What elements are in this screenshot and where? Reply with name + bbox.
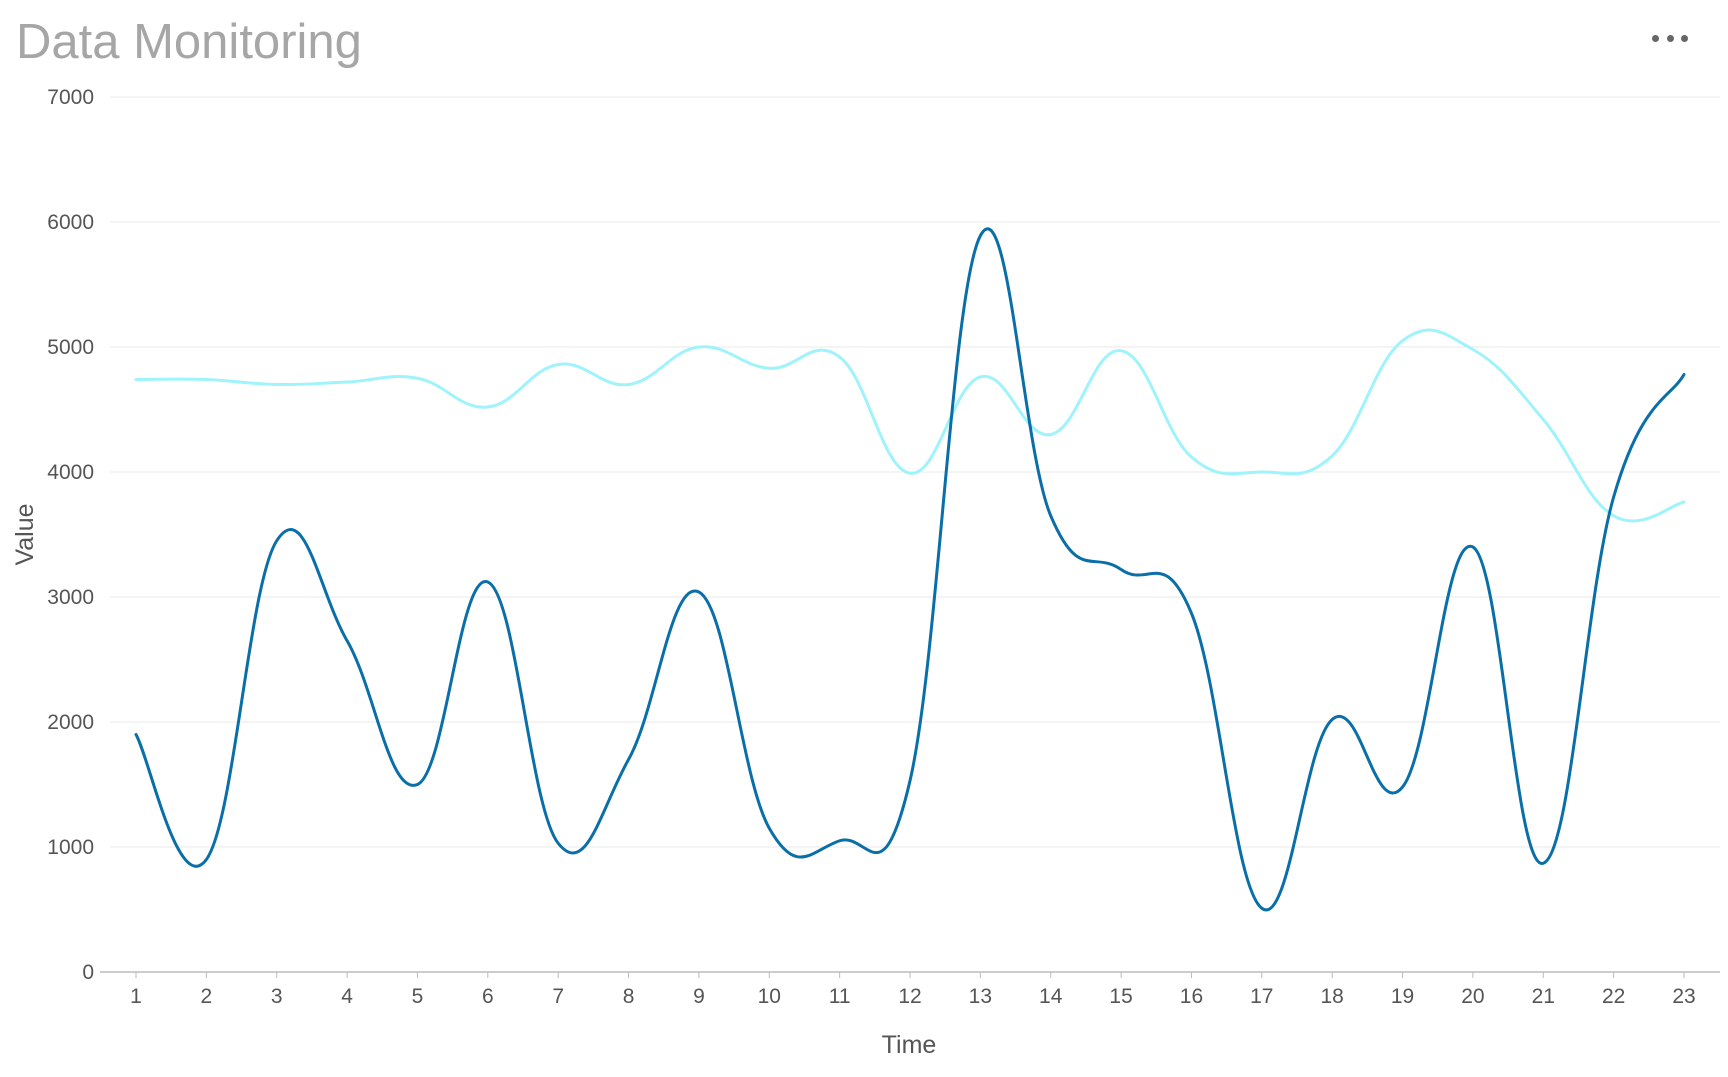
y-tick-label: 7000 xyxy=(47,86,94,109)
x-tick-label: 23 xyxy=(1672,985,1695,1008)
x-tick-label: 11 xyxy=(829,985,851,1008)
x-tick-label: 13 xyxy=(969,985,992,1008)
y-tick-label: 5000 xyxy=(47,336,94,359)
x-tick-label: 12 xyxy=(898,985,921,1008)
x-tick-label: 16 xyxy=(1180,985,1203,1008)
more-horizontal-icon xyxy=(1652,34,1659,42)
x-tick-label: 5 xyxy=(412,985,424,1008)
more-options-button[interactable] xyxy=(1652,24,1688,52)
x-tick-label: 3 xyxy=(271,985,283,1008)
x-tick-label: 19 xyxy=(1391,985,1414,1008)
series-line-1 xyxy=(134,227,1686,912)
x-tick-label: 8 xyxy=(623,985,635,1008)
x-tick-label: 4 xyxy=(341,985,353,1008)
x-axis-ticks: 1 2 3 4 5 6 7 8 9 10 11 12 13 14 15 16 17 18 19 20 21 22 23 xyxy=(130,972,1696,1008)
series-lines xyxy=(134,227,1686,912)
series-line-2 xyxy=(134,328,1686,523)
y-tick-label: 6000 xyxy=(47,211,94,234)
x-tick-label: 14 xyxy=(1039,985,1063,1008)
x-tick-label: 20 xyxy=(1461,985,1484,1008)
y-tick-label: 3000 xyxy=(47,586,94,609)
more-horizontal-icon-dot xyxy=(1681,34,1688,42)
y-axis-ticks: 0 1000 2000 3000 4000 5000 6000 7000 xyxy=(47,86,94,984)
x-tick-label: 22 xyxy=(1602,985,1625,1008)
x-tick-label: 6 xyxy=(482,985,494,1008)
x-tick-label: 15 xyxy=(1109,985,1132,1008)
x-tick-label: 7 xyxy=(552,985,564,1008)
x-tick-label: 9 xyxy=(693,985,705,1008)
x-tick-label: 2 xyxy=(201,985,213,1008)
x-tick-label: 10 xyxy=(758,985,781,1008)
more-horizontal-icon-dot xyxy=(1666,34,1674,42)
y-tick-label: 1000 xyxy=(47,836,94,859)
x-tick-label: 17 xyxy=(1250,985,1273,1008)
page-title: Data Monitoring xyxy=(16,15,362,69)
y-tick-label: 0 xyxy=(82,961,94,984)
x-axis-title: Time xyxy=(882,1031,937,1059)
y-tick-label: 2000 xyxy=(47,711,94,734)
y-tick-label: 4000 xyxy=(47,461,94,484)
x-tick-label: 1 xyxy=(130,985,142,1008)
x-tick-label: 18 xyxy=(1321,985,1344,1008)
x-tick-label: 21 xyxy=(1532,985,1555,1008)
y-axis-title: Value xyxy=(11,503,39,565)
